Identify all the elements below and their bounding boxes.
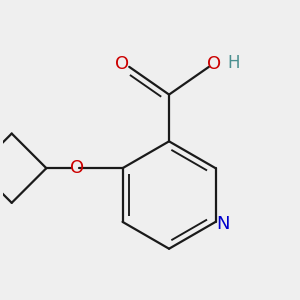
Text: N: N (216, 214, 230, 232)
Text: O: O (70, 159, 85, 177)
Text: O: O (115, 55, 129, 73)
Text: O: O (207, 55, 221, 73)
Text: H: H (228, 54, 240, 72)
